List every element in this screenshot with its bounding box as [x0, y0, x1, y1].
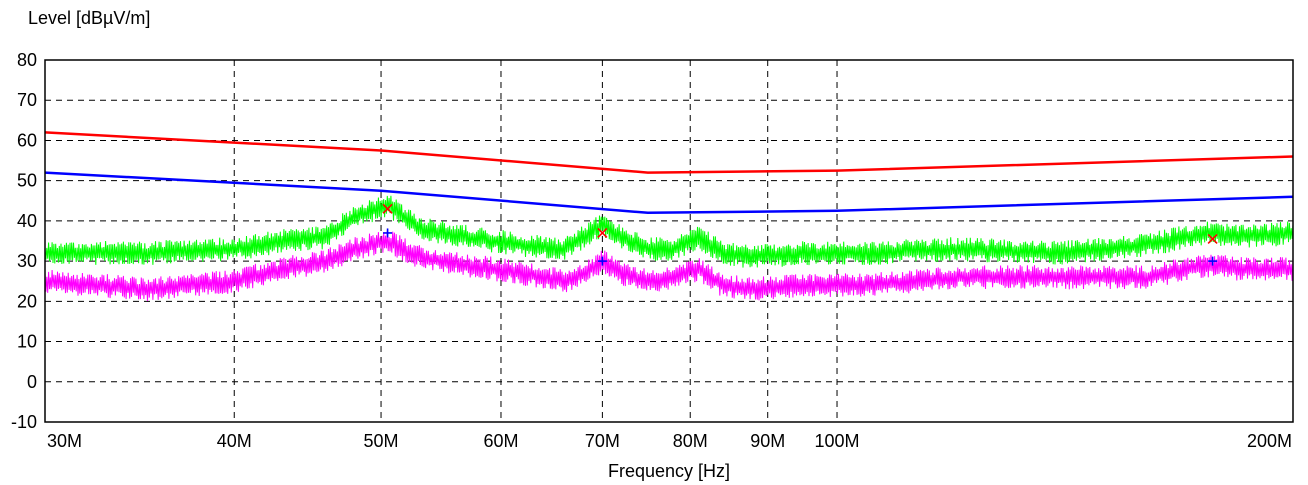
y-tick-label: 40: [17, 211, 37, 231]
measurement-trace: [44, 230, 1294, 302]
y-tick-label: 70: [17, 90, 37, 110]
x-tick-label: 200M: [1247, 431, 1292, 451]
y-tick-label: 60: [17, 130, 37, 150]
x-tick-labels: 30M 40M 50M 60M 70M 80M 90M 100M 200M: [47, 431, 1292, 451]
y-tick-label: 20: [17, 291, 37, 311]
y-tick-label: 0: [27, 372, 37, 392]
x-tick-label: 50M: [364, 431, 399, 451]
y-tick-labels: 80 70 60 50 40 30 20 10 0 -10: [11, 50, 37, 432]
peak-marker-plus: [597, 256, 607, 266]
marker-layer: [382, 203, 1218, 266]
y-tick-label: -10: [11, 412, 37, 432]
peak-marker-plus: [1208, 256, 1218, 266]
measurement-trace: [44, 195, 1294, 268]
plot-frame: [44, 59, 1294, 423]
y-tick-label: 10: [17, 332, 37, 352]
y-tick-label: 50: [17, 171, 37, 191]
x-tick-label: 30M: [47, 431, 82, 451]
x-axis-title: Frequency [Hz]: [608, 461, 730, 481]
limit-line: [44, 131, 1294, 174]
x-tick-label: 100M: [815, 431, 860, 451]
x-tick-label: 40M: [217, 431, 252, 451]
x-tick-label: 60M: [483, 431, 518, 451]
x-tick-label: 90M: [750, 431, 785, 451]
y-tick-label: 30: [17, 251, 37, 271]
series-layer: [44, 131, 1294, 302]
peak-marker-x: [382, 203, 393, 214]
limit-line: [44, 171, 1294, 215]
x-tick-label: 80M: [673, 431, 708, 451]
peak-marker-plus: [383, 228, 393, 238]
y-tick-label: 80: [17, 50, 37, 70]
x-tick-label: 70M: [585, 431, 620, 451]
peak-marker-x: [1207, 233, 1218, 245]
y-axis-title: Level [dBµV/m]: [28, 8, 150, 28]
peak-marker-x: [597, 227, 608, 239]
